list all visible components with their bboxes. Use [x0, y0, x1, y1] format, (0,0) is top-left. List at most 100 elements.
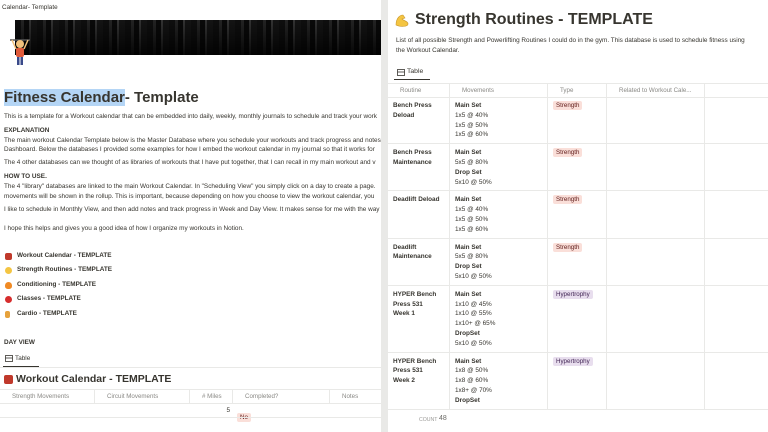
view-tab[interactable]: Table [15, 355, 31, 362]
movement-line: 1x5 @ 40% [455, 111, 489, 119]
column-headers: Routine Movements Type Related to Workou… [388, 83, 768, 98]
movements-cell[interactable]: Main Set 1x5 @ 40% 1x5 @ 50% 1x5 @ 60% [450, 191, 548, 238]
column-headers: Strength Movements Circuit Movements # M… [0, 389, 381, 404]
miles-cell[interactable]: 5 [226, 407, 230, 414]
movements-cell[interactable]: Main Set 5x5 @ 80% Drop Set 5x10 @ 50% [450, 144, 548, 191]
movement-line: Main Set [455, 102, 482, 109]
muscle-shape [395, 14, 409, 27]
paragraph: I like to schedule in Monthly View, and … [4, 206, 380, 213]
relation-cell[interactable] [607, 97, 705, 144]
fire-icon [5, 282, 12, 289]
extra-cell [705, 353, 768, 409]
completed-cell[interactable]: No [237, 406, 251, 424]
movement-line: 1x5 @ 50% [455, 121, 489, 129]
routine-cell[interactable]: HYPER Bench Press 531 Week 1 [388, 285, 450, 352]
head [16, 40, 24, 48]
table-icon-frame [5, 355, 13, 362]
column-header[interactable]: # Miles [190, 390, 233, 403]
movement-line: 5x10 @ 50% [455, 339, 492, 347]
movement-line: 1x5 @ 60% [455, 131, 489, 139]
page-title[interactable]: Strength Routines - TEMPLATE [415, 11, 653, 28]
page-link[interactable]: Strength Routines - TEMPLATE [17, 266, 113, 273]
database-title[interactable]: Workout Calendar - TEMPLATE [16, 373, 172, 385]
page-link[interactable]: Classes - TEMPLATE [17, 295, 81, 302]
movements-cell[interactable]: Main Set 5x5 @ 80% Drop Set 5x10 @ 50% [450, 238, 548, 285]
movement-line: 5x5 @ 80% [455, 253, 489, 261]
type-cell[interactable]: Strength [548, 144, 607, 191]
type-cell[interactable]: Strength [548, 97, 607, 144]
section-heading: HOW TO USE. [4, 173, 47, 180]
type-tag: Strength [553, 148, 583, 158]
type-cell[interactable]: Hypertrophy [548, 352, 607, 409]
title-selection: Fitness Calendar [4, 89, 125, 106]
paragraph-line: movements will be shown in the rollup. T… [4, 193, 375, 200]
type-tag: Strength [553, 242, 583, 252]
column-header[interactable]: Notes [342, 393, 359, 400]
type-tag: Hypertrophy [553, 289, 593, 299]
movements-cell[interactable]: Main Set 1x8 @ 50% 1x8 @ 60% 1x8+ @ 70% Drop… [450, 352, 548, 409]
page-link[interactable]: Cardio - TEMPLATE [17, 310, 77, 317]
movement-line: Main Set [455, 243, 482, 251]
type-cell[interactable]: Strength [548, 238, 607, 285]
table-row[interactable]: Bench Press Deload Main Set 1x5 @ 40% 1x5 @… [388, 97, 768, 145]
table-row[interactable]: HYPER Bench Press 531 Week 2 Main Set 1x8 … [388, 352, 768, 410]
routine-cell[interactable]: Deadlift Maintenance [388, 238, 450, 285]
paragraph-line: The main workout Calendar Template below… [4, 137, 381, 144]
type-cell[interactable]: Strength [548, 191, 607, 238]
page-link[interactable]: Conditioning - TEMPLATE [17, 281, 97, 288]
relation-cell[interactable] [607, 238, 705, 285]
relation-cell[interactable] [607, 285, 705, 352]
routine-cell[interactable]: Deadlift Deload [388, 191, 450, 238]
column-header[interactable]: Circuit Movements [95, 390, 190, 403]
table-row[interactable]: Deadlift Maintenance Main Set 5x5 @ 80% Dro… [388, 238, 768, 286]
page-title[interactable]: Fitness Calendar- Template [4, 89, 199, 106]
movements-cell[interactable]: Main Set 1x10 @ 45% 1x10 @ 55% 1x10+ @ 65% D… [450, 285, 548, 352]
fitness-calendar-page: Calendar- Template Fitness Calendar- Tem… [0, 0, 381, 432]
column-header[interactable]: Type [548, 84, 607, 97]
routine-cell[interactable]: HYPER Bench Press 531 Week 2 [388, 352, 450, 409]
movements-cell[interactable]: Main Set 1x5 @ 40% 1x5 @ 50% 1x5 @ 60% [450, 97, 548, 144]
boxing-icon [5, 296, 12, 303]
table-icon [397, 69, 405, 76]
movement-line: 1x8 @ 50% [455, 367, 489, 375]
page-link[interactable]: Workout Calendar - TEMPLATE [17, 252, 112, 259]
row-divider [0, 417, 381, 418]
column-header[interactable]: Movements [450, 84, 548, 97]
relation-cell[interactable] [607, 191, 705, 238]
movement-line: 5x10 @ 50% [455, 272, 492, 280]
type-cell[interactable]: Hypertrophy [548, 285, 607, 352]
table-row[interactable]: Deadlift Deload Main Set 1x5 @ 40% 1x5 @ 50… [388, 191, 768, 239]
extra-cell [705, 97, 768, 143]
movement-line: 1x8+ @ 70% [455, 386, 492, 394]
table-row[interactable]: Bench Press Maintenance Main Set 5x5 @ 80%… [388, 144, 768, 192]
leg [20, 57, 23, 65]
movement-line: 1x5 @ 50% [455, 215, 489, 223]
routine-cell[interactable]: Bench Press Maintenance [388, 144, 450, 191]
movement-line: 1x8 @ 60% [455, 377, 489, 385]
calendar-icon [5, 253, 12, 260]
column-header[interactable]: Related to Workout Cale... [607, 84, 705, 97]
relation-cell[interactable] [607, 144, 705, 191]
column-header[interactable]: Strength Movements [0, 390, 95, 403]
relation-cell[interactable] [607, 352, 705, 409]
table-row[interactable]: HYPER Bench Press 531 Week 1 Main Set 1x10… [388, 285, 768, 353]
runner-icon [5, 311, 10, 318]
count-label: COUNT [419, 417, 438, 423]
paragraph: The 4 other databases can we thought of … [4, 159, 376, 166]
type-tag: Strength [553, 101, 583, 110]
column-header[interactable]: Routine [388, 84, 450, 97]
section-heading: EXPLANATION [4, 127, 50, 134]
column-header[interactable]: Completed? [233, 390, 330, 403]
movement-line: Drop Set [455, 168, 482, 176]
calendar-icon [4, 375, 13, 384]
routine-cell[interactable]: Bench Press Deload [388, 97, 450, 144]
movement-line: Main Set [455, 290, 482, 298]
extra-cell [705, 191, 768, 237]
title-rest: - Template [124, 89, 199, 106]
type-tag: Strength [553, 195, 583, 205]
movement-line: DropSet [455, 329, 480, 337]
breadcrumb[interactable]: Calendar- Template [2, 4, 58, 11]
page-icon [10, 39, 30, 65]
view-tab[interactable]: Table [407, 68, 424, 75]
muscle-icon [395, 14, 409, 27]
